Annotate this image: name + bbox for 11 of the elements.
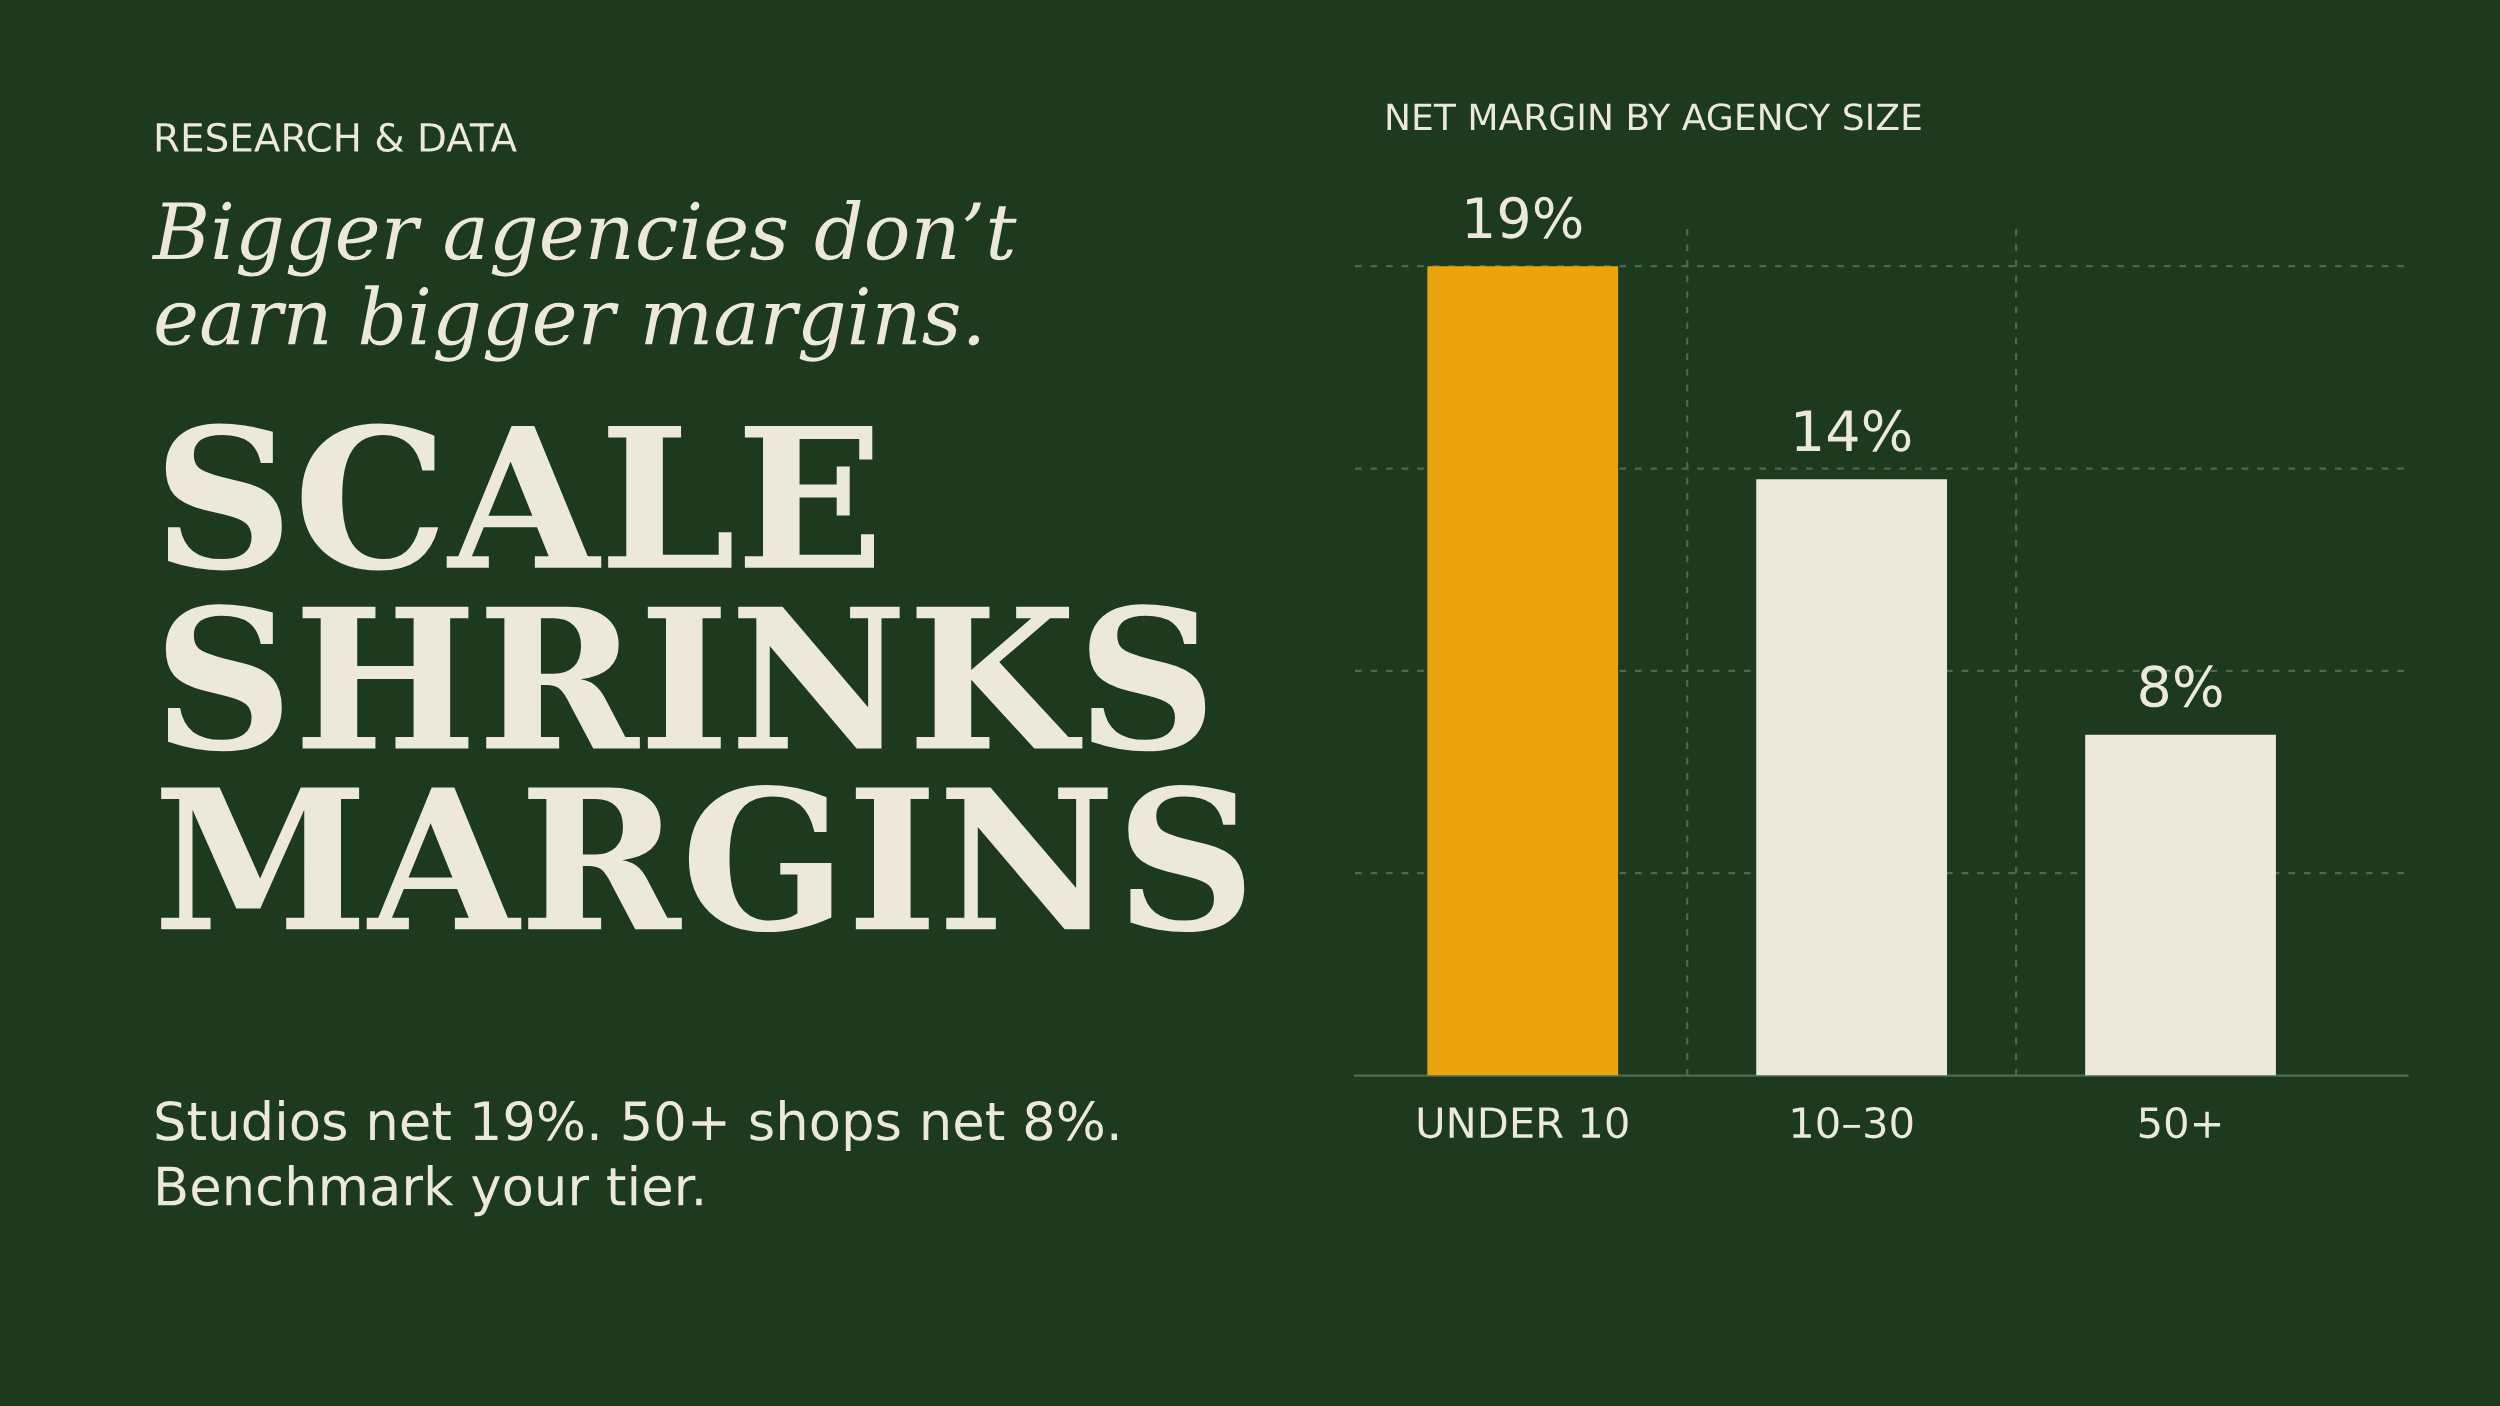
data-label: 14% xyxy=(1796,409,1911,452)
x-tick-label: 10–30 xyxy=(1792,1106,1913,1139)
chart-title: NET MARGIN BY AGENCY SIZE xyxy=(1387,103,1921,131)
text: Studios net 19%. 50+ shops net 8%. Benchmark your tier. xyxy=(156,1100,1117,1217)
text: Bigger agencies don’t earn bigger margins. xyxy=(151,200,1017,362)
x-tick-label: UNDER 10 xyxy=(1418,1106,1628,1139)
data-label: 8% xyxy=(2140,665,2222,708)
data-label: 19% xyxy=(1467,196,1582,239)
text: RESEARCH & DATA xyxy=(156,122,517,153)
text: SCALE SHRINKS MARGINS xyxy=(161,423,1245,933)
x-tick-label: 50+ xyxy=(2139,1106,2221,1139)
